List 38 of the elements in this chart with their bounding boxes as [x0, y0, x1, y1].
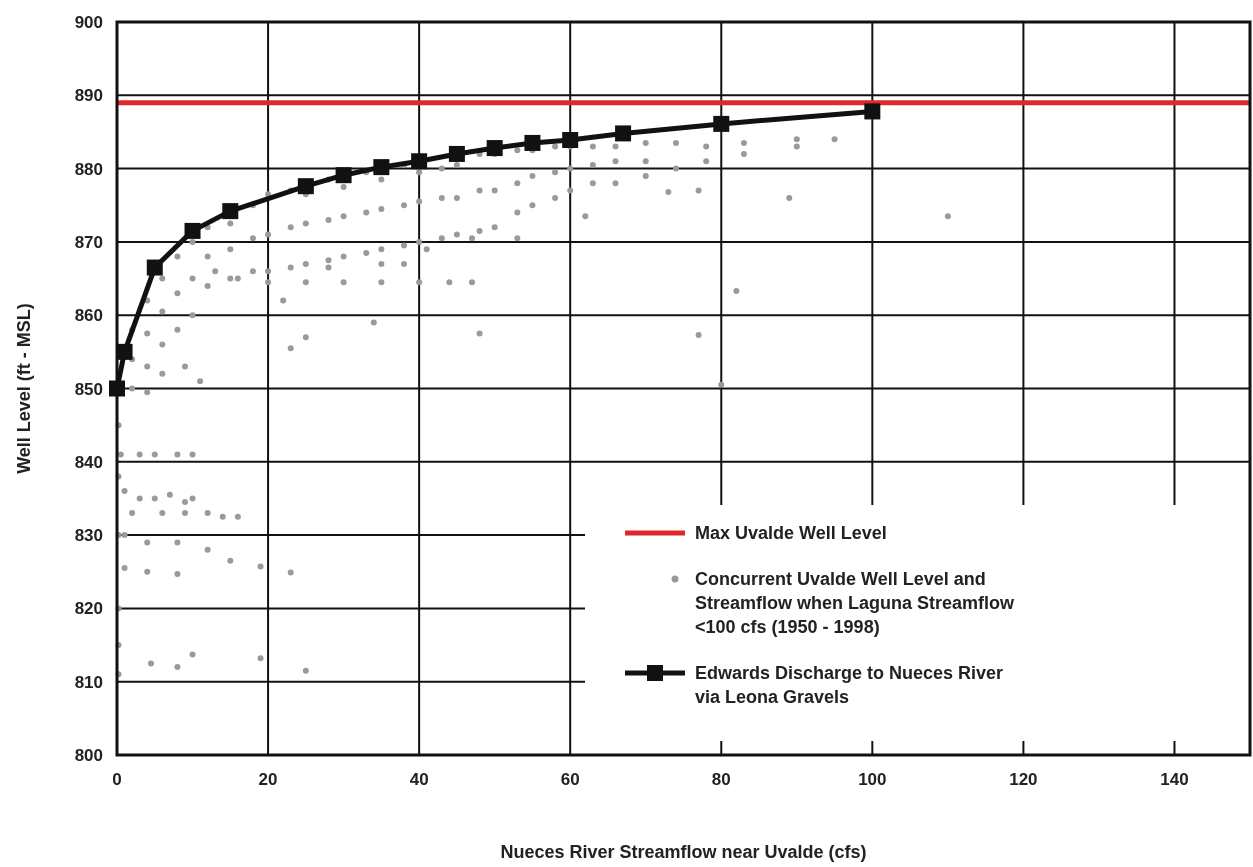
point — [373, 159, 390, 176]
x-tick-label: 40 — [409, 770, 429, 789]
legend-label: Max Uvalde Well Level — [695, 523, 887, 543]
legend-label: Edwards Discharge to Nueces River via Leona Gravels — [695, 663, 1004, 707]
x-tick-label: 20 — [258, 770, 278, 789]
y-tick-label: 890 — [74, 86, 103, 106]
x-tick-label: 0 — [112, 770, 122, 789]
point — [524, 134, 541, 151]
point — [615, 125, 632, 142]
x-tick-label: 120 — [1009, 770, 1038, 789]
x-tick-label: 60 — [560, 770, 580, 789]
point — [146, 259, 163, 276]
y-tick-label: 900 — [74, 13, 103, 32]
point — [562, 132, 579, 149]
x-tick-label: 100 — [858, 770, 887, 789]
point — [864, 103, 881, 120]
x-axis-title: Nueces River Streamflow near Uvalde (cfs) — [500, 842, 867, 862]
point — [448, 145, 465, 162]
y-tick-label: 850 — [74, 379, 103, 399]
point — [297, 178, 314, 195]
point — [184, 222, 201, 239]
x-tick-label: 80 — [711, 770, 731, 789]
y-tick-label: 820 — [74, 599, 103, 619]
point — [335, 167, 352, 184]
point — [411, 153, 428, 170]
y-axis-title: Well Level (ft - MSL) — [14, 303, 34, 474]
y-tick-label: 860 — [74, 306, 103, 326]
y-tick-label: 870 — [74, 232, 103, 252]
y-tick-label: 800 — [74, 746, 103, 765]
point — [486, 140, 503, 157]
y-tick-label: 810 — [74, 672, 103, 692]
legend-label: Concurrent Uvalde Well Level and Streamflow when Laguna Streamflow <100 cfs (1950 - 1998) — [695, 569, 1016, 637]
point — [222, 203, 239, 220]
x-tick-label: 140 — [1160, 770, 1189, 789]
y-tick-label: 830 — [74, 526, 103, 546]
y-tick-label: 880 — [74, 159, 103, 179]
point — [713, 115, 730, 132]
y-tick-label: 840 — [74, 452, 103, 472]
